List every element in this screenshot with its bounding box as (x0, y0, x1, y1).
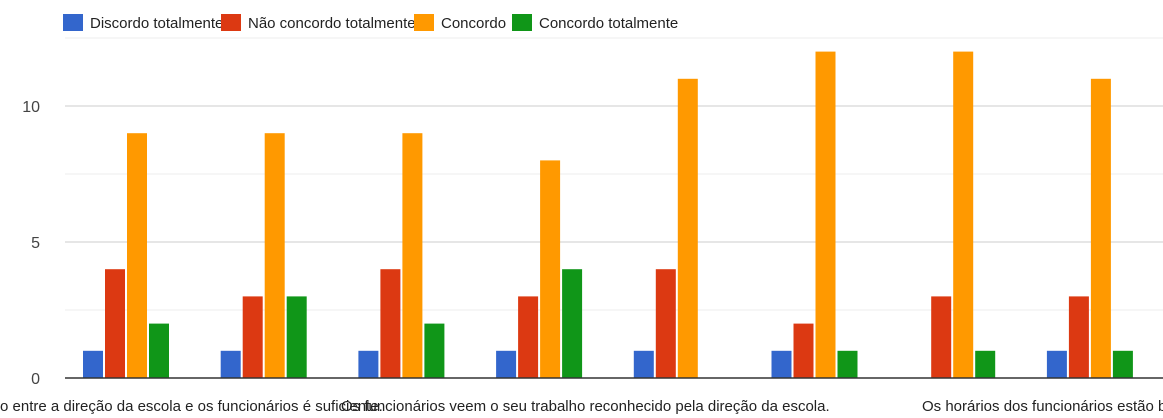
bar[interactable] (1090, 78, 1111, 379)
bar[interactable] (242, 296, 263, 378)
x-category-label: Os funcionários veem o seu trabalho reco… (341, 398, 830, 415)
bar[interactable] (402, 133, 423, 378)
bar[interactable] (149, 323, 169, 378)
x-category-label: Os horários dos funcionários estão bem (922, 398, 1163, 415)
bar[interactable] (127, 133, 147, 378)
bar[interactable] (953, 51, 974, 378)
bar[interactable] (540, 160, 561, 378)
bar[interactable] (633, 350, 654, 378)
bar[interactable] (1112, 350, 1133, 378)
bar[interactable] (220, 350, 241, 378)
y-axis-ticks: 0 5 10 (22, 99, 40, 388)
category-labels: o entre a direção da escola e os funcion… (0, 398, 1163, 415)
bar[interactable] (496, 350, 517, 378)
bar[interactable] (1046, 350, 1067, 378)
legend-label: Concordo (441, 15, 506, 32)
legend-label: Concordo totalmente (539, 15, 678, 32)
y-tick-label: 0 (31, 371, 40, 388)
bar[interactable] (264, 133, 285, 378)
bar[interactable] (1068, 296, 1089, 378)
bars (83, 51, 1133, 379)
bar[interactable] (931, 296, 952, 378)
legend-label: Não concordo totalmente (248, 15, 416, 32)
legend: Discordo totalmente Não concordo totalmen… (63, 14, 678, 32)
bar[interactable] (424, 323, 445, 378)
bar[interactable] (83, 350, 103, 378)
legend-item-3[interactable]: Concordo (414, 14, 506, 32)
bar[interactable] (105, 269, 125, 378)
bar[interactable] (562, 269, 583, 378)
bar[interactable] (771, 350, 792, 378)
bar[interactable] (975, 350, 996, 378)
bar[interactable] (655, 269, 676, 378)
bar[interactable] (286, 296, 307, 378)
legend-swatch (512, 14, 532, 31)
legend-item-1[interactable]: Discordo totalmente (63, 14, 223, 32)
bar[interactable] (677, 78, 698, 379)
bar[interactable] (358, 350, 379, 378)
legend-item-4[interactable]: Concordo totalmente (512, 14, 678, 32)
y-tick-label: 10 (22, 99, 40, 116)
gridlines (65, 37, 1163, 311)
legend-swatch (414, 14, 434, 31)
legend-swatch (221, 14, 241, 31)
bar[interactable] (518, 296, 539, 378)
bar[interactable] (380, 269, 401, 378)
legend-item-2[interactable]: Não concordo totalmente (221, 14, 416, 32)
legend-swatch (63, 14, 83, 31)
x-category-label: o entre a direção da escola e os funcion… (0, 398, 383, 415)
bar[interactable] (793, 323, 814, 378)
legend-label: Discordo totalmente (90, 15, 223, 32)
y-tick-label: 5 (31, 235, 40, 252)
bar[interactable] (815, 51, 836, 378)
bar[interactable] (837, 350, 858, 378)
